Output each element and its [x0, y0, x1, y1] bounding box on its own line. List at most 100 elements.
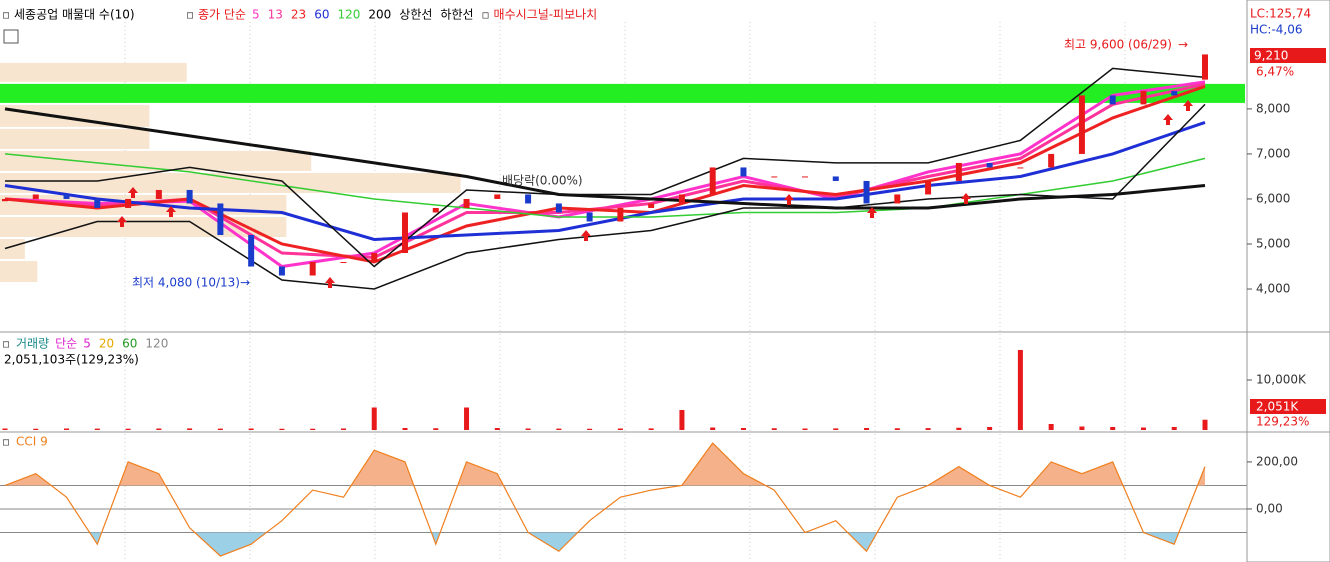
- candle: [432, 207, 439, 213]
- hc-label: HC:-4,06: [1250, 23, 1303, 37]
- volume-bar: [1171, 427, 1177, 430]
- candle: [555, 203, 562, 213]
- candle: [617, 207, 624, 222]
- candle: [678, 194, 685, 204]
- cci-fill-down: [89, 532, 1179, 556]
- ma-line: [4, 107, 1206, 210]
- price-volume-bar: [0, 150, 312, 171]
- buy-signal: [1183, 100, 1193, 111]
- volume-bar: [433, 428, 439, 430]
- legend-entry: 5: [252, 8, 260, 22]
- legend-entry: 120: [145, 337, 168, 351]
- volume-bar: [279, 428, 285, 430]
- cci-line: [4, 442, 1206, 557]
- legend-entry: 20: [99, 337, 114, 351]
- annotation: 최저 4,080 (10/13): [132, 276, 240, 290]
- y-tick-label: 5,000: [1256, 236, 1290, 250]
- last-price: 9,210: [1254, 49, 1288, 63]
- volume-box: [1250, 399, 1326, 414]
- annotation: 배당락(0.00%): [502, 174, 583, 188]
- subtitle: 2,051,103주(129,23%): [4, 353, 139, 367]
- candle: [248, 234, 255, 267]
- buy-signal: [117, 216, 127, 227]
- candle: [771, 176, 778, 178]
- volume-bar: [771, 428, 777, 430]
- buy-signal: [961, 193, 971, 204]
- signal-title: 매수시그널-피보나치: [494, 8, 598, 22]
- panel-title: CCI 9: [16, 435, 48, 449]
- price-volume-bar: [0, 172, 461, 193]
- volume-bar: [648, 428, 654, 430]
- candle: [463, 198, 470, 208]
- price-box: [1250, 48, 1326, 63]
- volume-bar: [925, 428, 931, 430]
- legend-title: 단순: [55, 337, 77, 351]
- candle: [1109, 95, 1116, 105]
- candle: [94, 198, 101, 208]
- candle: [832, 176, 839, 181]
- y-tick-label: 8,000: [1256, 101, 1290, 115]
- price-volume-bar: [0, 104, 150, 127]
- volume-bar: [802, 428, 808, 430]
- ma-line: [4, 120, 1206, 242]
- square-icon: ▫: [2, 8, 10, 22]
- candle: [340, 262, 347, 264]
- volume-bar: [556, 428, 562, 430]
- arrow: →: [240, 276, 250, 290]
- candle: [894, 194, 901, 204]
- candle: [740, 167, 747, 177]
- candle: [186, 189, 193, 204]
- candle: [955, 162, 962, 181]
- candle: [925, 180, 932, 195]
- price-volume-bar: [0, 62, 187, 82]
- volume-bar: [2, 428, 8, 430]
- buy-signal: [166, 206, 176, 217]
- y-tick-label: 4,000: [1256, 282, 1290, 296]
- legend-entry: 하한선: [440, 8, 473, 22]
- y-tick-label: 7,000: [1256, 146, 1290, 160]
- volume-bar: [740, 428, 746, 430]
- legend-entry: 60: [314, 8, 329, 22]
- buy-signal: [784, 194, 794, 205]
- candle: [586, 212, 593, 222]
- candle: [1171, 90, 1178, 96]
- ma-line: [5, 67, 1206, 268]
- volume-bar: [617, 428, 623, 430]
- last-volume: 2,051K: [1256, 400, 1299, 414]
- candle: [155, 189, 162, 199]
- volume-bar: [64, 428, 70, 430]
- table-icon[interactable]: [3, 29, 19, 44]
- candle: [1078, 95, 1085, 154]
- lc-label: LC:125,74: [1250, 7, 1311, 21]
- legend-title: 종가 단순: [198, 8, 246, 22]
- buy-signal: [128, 187, 138, 198]
- volume-bar: [217, 428, 223, 430]
- buy-signal: [867, 207, 877, 218]
- volume-bar: [156, 428, 162, 430]
- price-volume-bar: [0, 239, 25, 260]
- candle: [278, 266, 285, 276]
- candle: [709, 167, 716, 195]
- volume-bar: [1110, 427, 1116, 430]
- price-volume-bar: [0, 261, 38, 283]
- cci-fill-up: [5, 443, 1205, 486]
- volume-bar: [587, 428, 593, 430]
- legend-entry: 5: [83, 337, 91, 351]
- buy-signal: [581, 230, 591, 241]
- legend-entry: 상한선: [399, 8, 432, 22]
- price-volume-bar: [0, 83, 1245, 103]
- legend-entry: 13: [268, 8, 283, 22]
- candle: [648, 203, 655, 208]
- profile-title: 세종공업 매물대 수(10): [14, 8, 135, 22]
- volume-bar: [187, 428, 193, 430]
- panel-title: 거래량: [16, 337, 49, 351]
- legend-entry: 60: [122, 337, 137, 351]
- volume-bar: [248, 428, 254, 430]
- legend-square: ▫: [2, 435, 10, 449]
- volume-bar: [956, 427, 962, 430]
- candle: [371, 253, 378, 263]
- volume-bar: [33, 428, 39, 430]
- volume-bar: [464, 407, 470, 430]
- legend-entry: 200: [368, 8, 391, 22]
- y-tick-label: 6,000: [1256, 191, 1290, 205]
